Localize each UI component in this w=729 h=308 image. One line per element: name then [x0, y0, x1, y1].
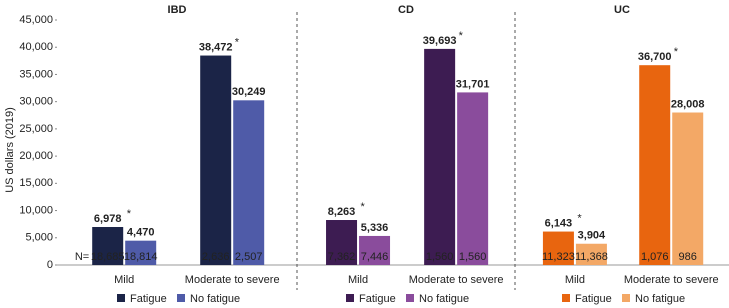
value-label: 5,336 [361, 222, 389, 234]
x-tick-label: Moderate to severe [409, 274, 504, 286]
panel-title: IBD [168, 4, 187, 16]
n-label: 18,685 [91, 251, 125, 263]
value-label: 8,263 [328, 206, 356, 218]
bar [639, 65, 671, 265]
legend-swatch [346, 294, 354, 302]
legend-label: Fatigue [359, 293, 396, 305]
n-prefix: N= [75, 251, 89, 263]
x-tick-label: Mild [348, 274, 368, 286]
y-tick-label: 10,000 [19, 204, 53, 216]
value-label: 39,693 [423, 35, 457, 47]
bar [92, 227, 124, 265]
legend-swatch [406, 294, 414, 302]
y-tick-label: 45,000 [19, 14, 53, 26]
bar [457, 92, 489, 265]
bar [359, 235, 391, 265]
legend-label: Fatigue [575, 293, 612, 305]
significance-marker: * [235, 36, 240, 48]
panel-title: UC [614, 4, 630, 16]
n-label: 7,362 [328, 251, 356, 263]
n-label: 7,446 [361, 251, 389, 263]
value-label: 6,143 [545, 217, 573, 229]
legend-swatch [177, 294, 185, 302]
bar [542, 231, 574, 265]
bar [233, 100, 265, 265]
y-tick-label: 15,000 [19, 177, 53, 189]
legend-swatch [622, 294, 630, 302]
legend-swatch [117, 294, 125, 302]
n-label: 1,560 [459, 251, 487, 263]
value-label: 3,904 [578, 230, 606, 242]
n-label: 11,368 [575, 251, 608, 263]
bar [125, 240, 157, 265]
bar [326, 220, 358, 265]
value-label: 36,700 [638, 51, 672, 63]
n-label: 2,636 [202, 251, 230, 263]
y-tick-label: 5,000 [25, 232, 53, 244]
significance-marker: * [577, 212, 582, 224]
significance-marker: * [459, 30, 464, 42]
legend-label: No fatigue [419, 293, 469, 305]
x-tick-label: Mild [114, 274, 134, 286]
value-label: 28,008 [671, 98, 705, 110]
n-label: 986 [679, 251, 697, 263]
legend-label: No fatigue [190, 293, 240, 305]
value-label: 31,701 [456, 78, 490, 90]
panel-title: CD [398, 4, 414, 16]
bar [424, 48, 456, 266]
legend-label: Fatigue [130, 293, 167, 305]
x-tick-label: Mild [565, 274, 585, 286]
x-tick-label: Moderate to severe [624, 274, 719, 286]
y-tick-label: 40,000 [19, 41, 53, 53]
value-label: 4,470 [127, 227, 155, 239]
y-axis-label: US dollars (2019) [4, 107, 16, 193]
significance-marker: * [674, 46, 679, 58]
bar [200, 55, 232, 265]
y-tick-label: 30,000 [19, 96, 53, 108]
n-label: 18,814 [124, 251, 158, 263]
bar [672, 112, 704, 266]
significance-marker: * [361, 201, 366, 213]
x-tick-label: Moderate to severe [185, 274, 280, 286]
significance-marker: * [127, 208, 132, 220]
bar [575, 243, 607, 265]
n-label: 11,323 [542, 251, 575, 263]
n-label: 1,560 [426, 251, 454, 263]
value-label: 38,472 [199, 41, 233, 53]
n-label: 2,507 [235, 251, 263, 263]
y-tick-label: 35,000 [19, 68, 53, 80]
legend-label: No fatigue [635, 293, 685, 305]
n-label: 1,076 [641, 251, 669, 263]
legend-swatch [562, 294, 570, 302]
y-tick-label: 0 [47, 259, 53, 271]
value-label: 30,249 [232, 86, 266, 98]
y-tick-label: 25,000 [19, 123, 53, 135]
value-label: 6,978 [94, 213, 122, 225]
y-tick-label: 20,000 [19, 150, 53, 162]
